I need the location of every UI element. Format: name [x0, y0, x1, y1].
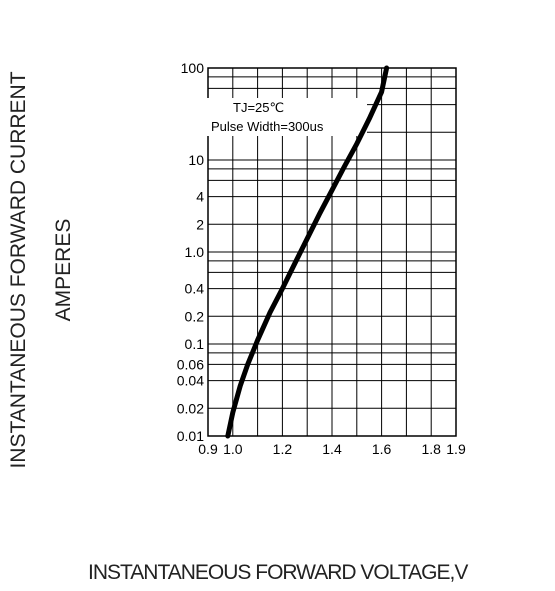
x-tick-label: 1.2 [273, 441, 293, 457]
y-tick-label: 4 [196, 189, 204, 205]
tick-labels: 0.01 0.02 0.040.06 0.1 0.2 0.4 1.0 2 4 10 100 0.9 1.… [177, 60, 466, 457]
annotation-junction-temp: TJ=25℃ [233, 100, 284, 115]
annotation-background [207, 98, 367, 136]
x-tick-label: 1.8 [421, 441, 441, 457]
y-tick-label: 0.1 [185, 336, 205, 352]
x-tick-label: 1.0 [223, 441, 243, 457]
x-tick-label: 0.9 [198, 441, 218, 457]
y-tick-label: 0.4 [185, 281, 205, 297]
y-tick-label: 0.04 [177, 373, 204, 389]
x-tick-label: 1.9 [446, 441, 466, 457]
x-tick-label: 1.4 [322, 441, 342, 457]
x-tick-label: 1.6 [372, 441, 392, 457]
y-tick-label: 0.01 [177, 428, 204, 444]
forward-characteristic-curve [225, 65, 390, 439]
y-tick-label: 100 [181, 60, 205, 76]
annotation-pulse-width: Pulse Width=300us [211, 119, 324, 134]
y-tick-label: 10 [188, 152, 204, 168]
y-tick-label: 2 [196, 216, 204, 232]
y-tick-label: 0.2 [185, 308, 205, 324]
y-tick-label: 0.02 [177, 400, 204, 416]
y-tick-label: 1.0 [185, 244, 205, 260]
annotation-box: TJ=25℃ Pulse Width=300us [207, 98, 367, 136]
plot-frame [207, 67, 457, 437]
y-tick-label: 0.06 [177, 356, 204, 372]
series [225, 65, 390, 439]
x-axis-label: INSTANTANEOUS FORWARD VOLTAGE,V [88, 561, 468, 584]
